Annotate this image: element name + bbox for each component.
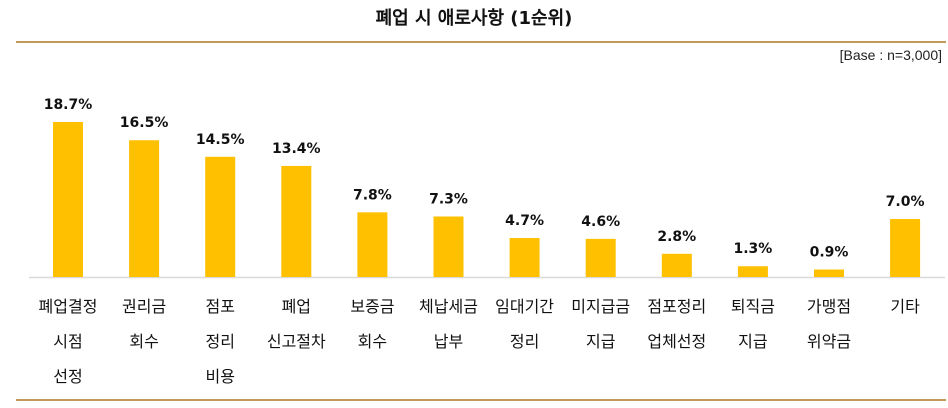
bar <box>129 140 160 277</box>
bar <box>433 216 464 277</box>
bar <box>890 218 921 277</box>
bar <box>281 165 312 277</box>
category-label: 점포정리 <box>647 297 706 316</box>
bar <box>53 122 83 277</box>
base-note: [Base : n=3,000] <box>839 47 942 63</box>
top-rule <box>16 41 946 43</box>
data-label: 4.6% <box>581 214 620 230</box>
category-label: 납부 <box>434 332 463 351</box>
category-label: 신고절차 <box>267 332 326 351</box>
bar <box>205 156 236 277</box>
data-label: 7.0% <box>886 194 925 210</box>
category-label: 보증금 <box>350 297 394 316</box>
category-label: 점포 <box>205 297 234 316</box>
category-label: 선정 <box>53 367 82 386</box>
category-label: 체납세금 <box>419 297 478 316</box>
data-label: 7.3% <box>429 191 468 207</box>
data-label: 18.7% <box>44 97 93 113</box>
category-label: 시점 <box>53 332 82 351</box>
category-label: 지급 <box>738 332 767 351</box>
data-label: 2.8% <box>657 229 696 245</box>
data-label: 7.8% <box>353 187 392 203</box>
data-label: 13.4% <box>272 141 321 157</box>
category-label: 정리 <box>510 332 539 351</box>
category-label: 가맹점 <box>807 297 851 316</box>
bar <box>661 253 692 277</box>
category-label: 폐업 <box>282 297 311 316</box>
category-label: 기타 <box>890 297 920 316</box>
data-label: 0.9% <box>810 245 849 261</box>
category-label: 위약금 <box>807 332 851 351</box>
category-label: 미지급금 <box>571 297 630 316</box>
category-label: 회수 <box>358 332 387 351</box>
data-label: 4.7% <box>505 213 544 229</box>
category-label: 업체선정 <box>647 332 706 351</box>
bar <box>357 212 388 277</box>
category-label: 정리 <box>205 332 234 351</box>
data-label: 14.5% <box>196 132 245 148</box>
category-label: 임대기간 <box>495 297 554 316</box>
bar <box>509 238 540 277</box>
data-label: 1.3% <box>733 241 772 257</box>
category-label: 폐업결정 <box>39 297 98 316</box>
category-label: 퇴직금 <box>731 297 775 316</box>
category-label: 비용 <box>205 367 234 386</box>
chart-title: 폐업 시 애로사항 (1순위) <box>375 8 573 29</box>
category-label: 권리금 <box>122 297 166 316</box>
category-label: 회수 <box>129 332 158 351</box>
data-label: 16.5% <box>120 115 169 131</box>
bar <box>814 269 844 277</box>
bar <box>585 238 616 277</box>
bottom-rule <box>16 399 946 401</box>
bar <box>737 266 768 277</box>
category-label: 지급 <box>586 332 615 351</box>
